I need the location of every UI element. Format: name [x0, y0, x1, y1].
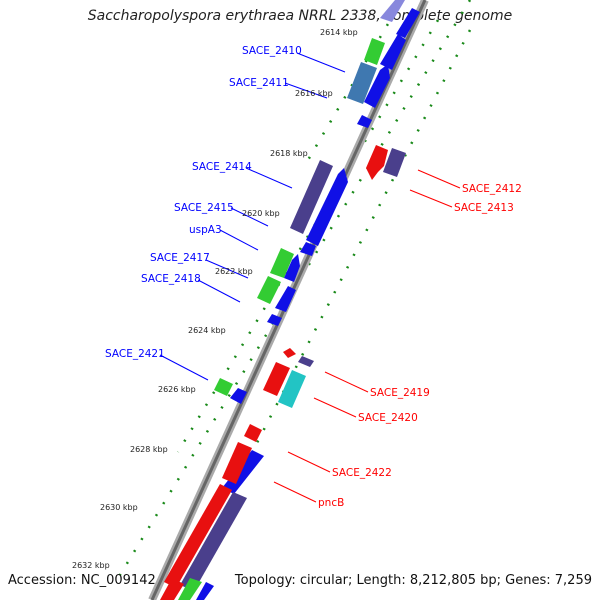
gene-small-blue-2[interactable] [267, 314, 282, 326]
gene-SACE_2410[interactable] [364, 38, 385, 65]
gene-bottom-blue[interactable] [196, 582, 214, 600]
tick-label: 2632 kbp [72, 561, 110, 570]
gene-label-forward: SACE_2414 [192, 161, 252, 173]
gene-label-reverse: SACE_2419 [370, 387, 430, 399]
guide-top [306, 11, 397, 161]
gene-label-reverse: SACE_2413 [454, 202, 514, 214]
tick-label: 2622 kbp [215, 267, 253, 276]
gene-SACE_2412[interactable] [366, 145, 388, 180]
reverse-gene-labels[interactable]: SACE_2412 SACE_2413 SACE_2419 SACE_2420 … [318, 183, 522, 509]
tick-label: 2624 kbp [188, 326, 226, 335]
gene-top-faded[interactable] [380, 0, 420, 38]
gene-uspA3[interactable] [300, 242, 316, 256]
gene-SACE_2419[interactable] [283, 348, 314, 367]
gene-label-reverse: SACE_2422 [332, 467, 392, 479]
gene-label-reverse: pncB [318, 497, 344, 509]
gene-lower-purple[interactable] [180, 492, 247, 591]
leader-lines [159, 52, 461, 503]
gene-SACE_2413[interactable] [383, 148, 406, 177]
gene-label-forward: uspA3 [189, 224, 222, 236]
tick-labels: 2614 kbp 2616 kbp 2618 kbp 2620 kbp 2622… [72, 28, 358, 570]
gene-SACE_2421[interactable] [214, 378, 247, 404]
gene-label-forward: SACE_2415 [174, 202, 234, 214]
topology-text: Topology: circular; Length: 8,212,805 bp… [234, 573, 592, 588]
tick-label: 2616 kbp [295, 89, 333, 98]
gene-SACE_2414[interactable] [290, 160, 333, 234]
gene-bottom-red[interactable] [160, 578, 184, 600]
tick-label: 2630 kbp [100, 503, 138, 512]
gene-SACE_2410-cds[interactable] [380, 34, 406, 70]
gene-SACE_2411[interactable] [347, 62, 390, 108]
tick-label: 2628 kbp [130, 445, 168, 454]
tick-label: 2626 kbp [158, 385, 196, 394]
gene-SACE_2418[interactable] [257, 276, 296, 312]
gene-lower-blue[interactable] [222, 450, 264, 494]
tick-label: 2618 kbp [270, 149, 308, 158]
forward-gene-labels[interactable]: SACE_2410 SACE_2411 SACE_2414 SACE_2415 … [105, 45, 302, 360]
accession-text: Accession: NC_009142 [8, 573, 156, 588]
gene-SACE_2422[interactable] [244, 424, 262, 442]
gene-SACE_2417[interactable] [270, 248, 300, 282]
gene-label-forward: SACE_2410 [242, 45, 302, 57]
gene-label-forward: SACE_2418 [141, 273, 201, 285]
gene-label-forward: SACE_2417 [150, 252, 210, 264]
tick-label: 2614 kbp [320, 28, 358, 37]
gene-bottom-green[interactable] [178, 578, 202, 600]
gene-label-reverse: SACE_2420 [358, 412, 418, 424]
gene-long-red[interactable] [164, 484, 232, 588]
gene-label-reverse: SACE_2412 [462, 183, 522, 195]
tick-label: 2620 kbp [242, 209, 280, 218]
gene-pncB[interactable] [222, 442, 252, 484]
gene-label-forward: SACE_2411 [229, 77, 289, 89]
gene-SACE_2420[interactable] [263, 362, 306, 408]
gene-small-blue-1[interactable] [357, 115, 372, 128]
gene-label-forward: SACE_2421 [105, 348, 165, 360]
gene-SACE_2415[interactable] [306, 168, 348, 246]
